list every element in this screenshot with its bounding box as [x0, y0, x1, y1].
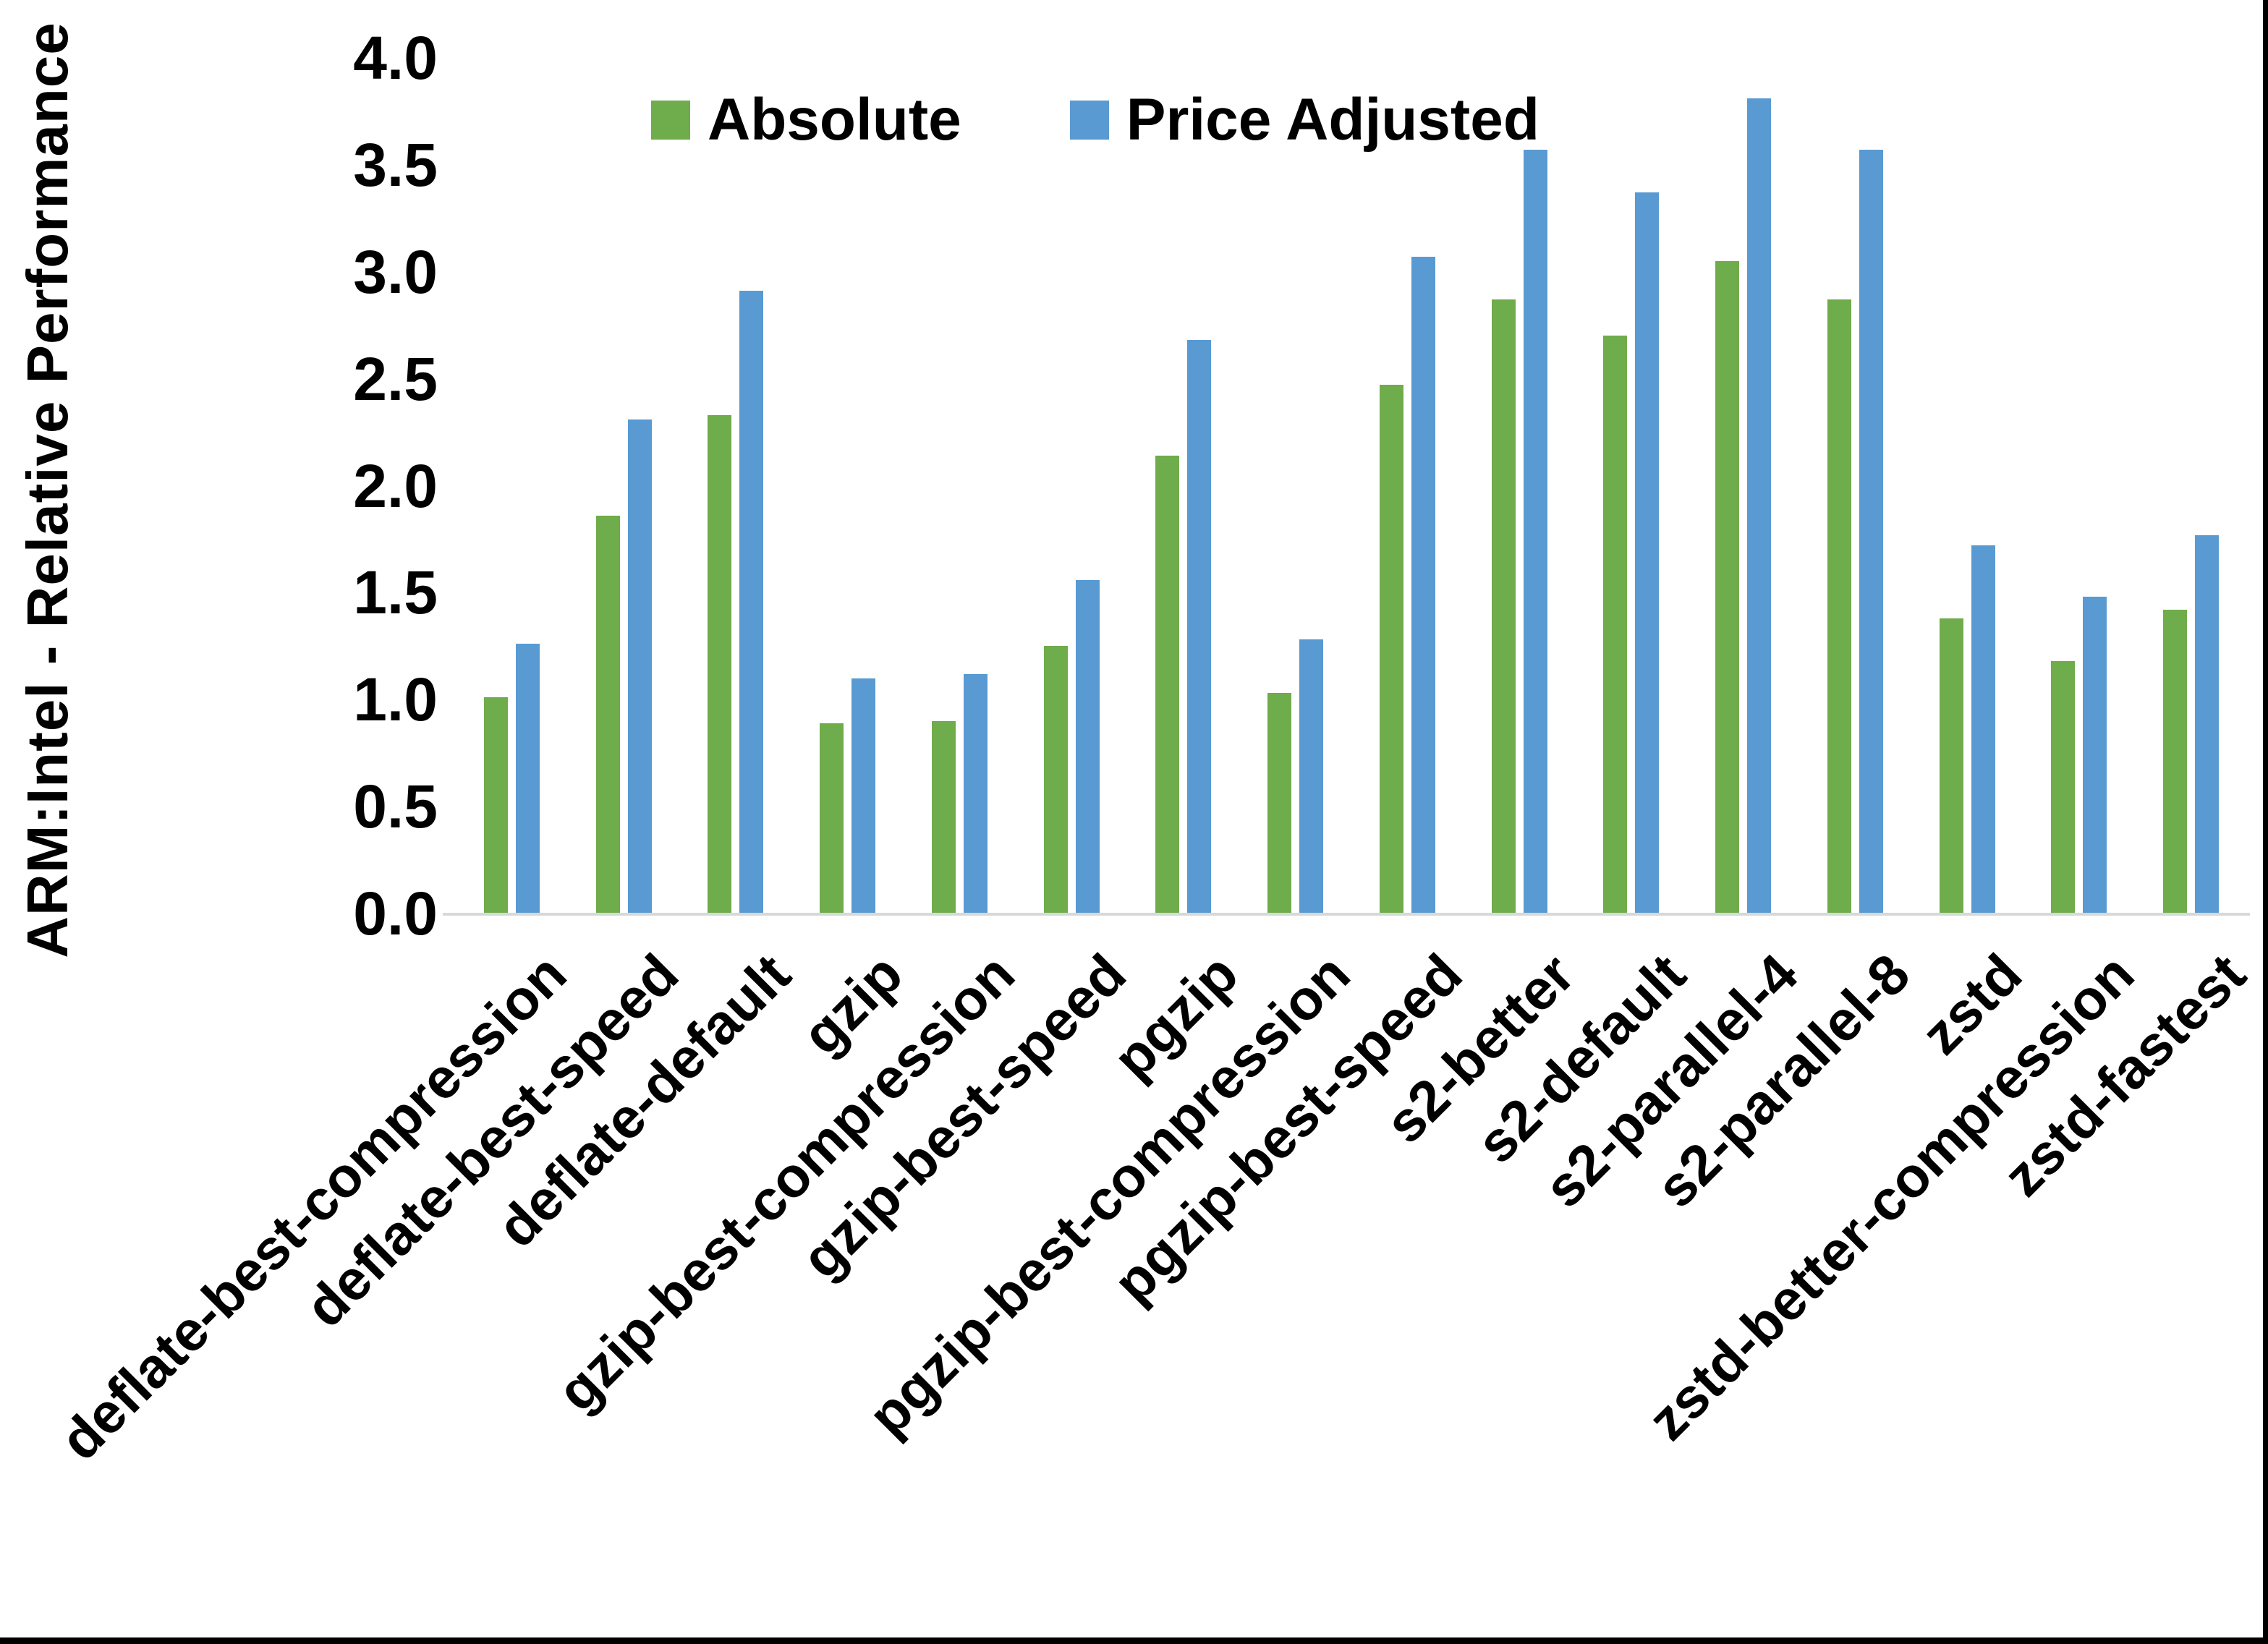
bar-price-adjusted-s2-parallel-4 [1747, 98, 1772, 913]
bar-group-deflate-default [680, 58, 792, 913]
y-tick-label: 0.0 [353, 880, 438, 947]
legend-item: Price Adjusted [1069, 85, 1539, 154]
bar-absolute-pgzip-best-compression [1267, 693, 1292, 913]
bar-price-adjusted-s2-default [1635, 192, 1660, 913]
bar-price-adjusted-gzip-best-speed [1075, 580, 1100, 913]
plot-area [456, 58, 2247, 913]
bar-group-s2-better [1464, 58, 1576, 913]
legend: Absolute Price Adjusted [651, 85, 1539, 154]
bar-absolute-s2-parallel-4 [1715, 261, 1740, 913]
bar-absolute-s2-parallel-8 [1827, 299, 1851, 913]
bar-group-zstd-better-compression [2023, 58, 2136, 913]
bar-price-adjusted-gzip [851, 678, 876, 913]
bar-absolute-zstd [1939, 618, 1963, 913]
bar-price-adjusted-pgzip [1187, 340, 1212, 913]
bar-price-adjusted-pgzip-best-compression [1299, 639, 1324, 913]
bar-absolute-s2-better [1491, 299, 1516, 913]
y-tick-label: 1.0 [353, 665, 438, 734]
bar-price-adjusted-gzip-best-compression [963, 674, 988, 913]
bar-group-s2-parallel-8 [1799, 58, 1911, 913]
y-tick-label: 3.5 [353, 130, 438, 199]
y-tick-label: 1.5 [353, 558, 438, 627]
bar-absolute-gzip-best-compression [931, 721, 956, 913]
y-tick-label: 0.5 [353, 772, 438, 841]
bar-group-gzip-best-compression [904, 58, 1016, 913]
window-edge-right [2263, 0, 2268, 1644]
bar-absolute-zstd-better-compression [2051, 661, 2076, 913]
bar-price-adjusted-s2-better [1523, 150, 1547, 913]
bar-group-s2-default [1576, 58, 1688, 913]
bar-price-adjusted-s2-parallel-8 [1859, 150, 1883, 913]
legend-item: Absolute [651, 85, 961, 154]
bar-absolute-pgzip-best-speed [1379, 385, 1403, 913]
y-tick-label: 2.5 [353, 344, 438, 413]
y-tick-label: 4.0 [353, 24, 438, 92]
bar-absolute-deflate-default [708, 415, 732, 913]
bar-absolute-gzip-best-speed [1043, 646, 1068, 913]
y-tick-label: 2.0 [353, 451, 438, 520]
y-axis-title: ARM:Intel - Relative Performance [15, 22, 80, 958]
bar-price-adjusted-deflate-best-speed [627, 419, 652, 913]
bar-group-zstd [1911, 58, 2023, 913]
legend-label: Absolute [708, 87, 961, 153]
bar-group-gzip-best-speed [1016, 58, 1128, 913]
x-axis-line [443, 913, 2250, 916]
bar-price-adjusted-zstd-fastest [2195, 535, 2220, 913]
legend-swatch-icon [651, 100, 690, 140]
window-edge-bottom [0, 1637, 2268, 1644]
bar-price-adjusted-deflate-default [739, 291, 764, 913]
bar-price-adjusted-pgzip-best-speed [1411, 257, 1435, 913]
y-tick-label: 3.0 [353, 237, 438, 306]
bar-price-adjusted-zstd-better-compression [2083, 597, 2107, 913]
bar-absolute-deflate-best-speed [595, 516, 620, 913]
bar-group-pgzip [1128, 58, 1240, 913]
legend-swatch-icon [1069, 100, 1109, 140]
bar-group-pgzip-best-speed [1351, 58, 1464, 913]
bar-group-deflate-best-speed [568, 58, 680, 913]
bar-group-deflate-best-compression [456, 58, 568, 913]
bar-group-pgzip-best-compression [1239, 58, 1351, 913]
legend-label: Price Adjusted [1126, 87, 1539, 153]
bar-group-gzip [791, 58, 904, 913]
bar-absolute-zstd-fastest [2163, 610, 2188, 913]
bar-price-adjusted-deflate-best-compression [515, 644, 540, 913]
bar-absolute-s2-default [1603, 336, 1628, 913]
bar-absolute-pgzip [1155, 456, 1180, 913]
bar-price-adjusted-zstd [1971, 545, 1995, 913]
bar-group-s2-parallel-4 [1687, 58, 1799, 913]
bar-absolute-gzip [820, 723, 844, 913]
bar-group-zstd-fastest [2135, 58, 2247, 913]
bar-absolute-deflate-best-compression [483, 697, 508, 913]
